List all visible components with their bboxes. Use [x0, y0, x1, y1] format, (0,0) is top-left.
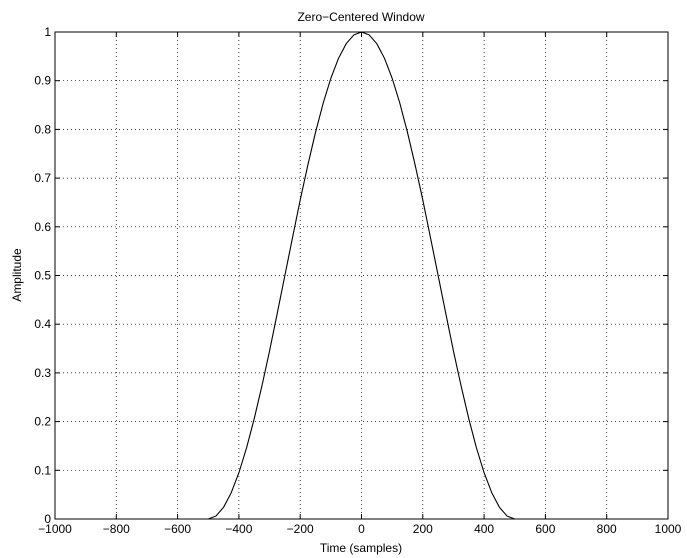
grid-lines: [55, 32, 668, 519]
axis-ticks: [54, 31, 669, 520]
x-tick-label: 1000: [655, 522, 682, 536]
y-tick-label: 1: [44, 25, 51, 39]
plot-area-frame: [54, 31, 669, 520]
y-tick-label: 0.8: [34, 122, 51, 136]
x-tick-label: 600: [535, 522, 555, 536]
y-tick-label: 0.9: [34, 74, 51, 88]
x-axis-label: Time (samples): [320, 541, 402, 555]
y-axis-label: Amplitude: [10, 248, 24, 302]
tick-labels: −1000 −800 −600 −400 −200 0 200 400 600 800 1000 0 0…: [34, 25, 681, 536]
x-tick-label: 800: [597, 522, 617, 536]
y-tick-label: 0.4: [34, 317, 51, 331]
y-tick-label: 0.3: [34, 366, 51, 380]
x-tick-label: −1000: [38, 522, 72, 536]
x-tick-label: −400: [225, 522, 252, 536]
series-layer: [55, 31, 668, 520]
y-tick-label: 0.7: [34, 171, 51, 185]
x-tick-label: −200: [287, 522, 314, 536]
y-tick-label: 0.6: [34, 220, 51, 234]
y-tick-label: 0.5: [34, 269, 51, 283]
x-tick-label: 400: [474, 522, 494, 536]
x-tick-label: 0: [358, 522, 365, 536]
x-tick-label: −600: [164, 522, 191, 536]
y-tick-label: 0: [44, 512, 51, 526]
x-tick-label: 200: [413, 522, 433, 536]
y-tick-label: 0.1: [34, 463, 51, 477]
window-curve: [55, 31, 668, 520]
y-tick-label: 0.2: [34, 415, 51, 429]
chart-title: Zero−Centered Window: [297, 10, 424, 24]
x-tick-label: −800: [103, 522, 130, 536]
